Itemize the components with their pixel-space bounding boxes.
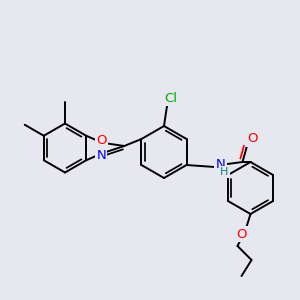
- Text: O: O: [236, 227, 247, 241]
- Text: N: N: [216, 158, 225, 170]
- Text: O: O: [247, 133, 258, 146]
- Text: N: N: [96, 149, 106, 162]
- Text: O: O: [96, 134, 106, 147]
- Text: Cl: Cl: [164, 92, 178, 104]
- Text: H: H: [220, 167, 229, 177]
